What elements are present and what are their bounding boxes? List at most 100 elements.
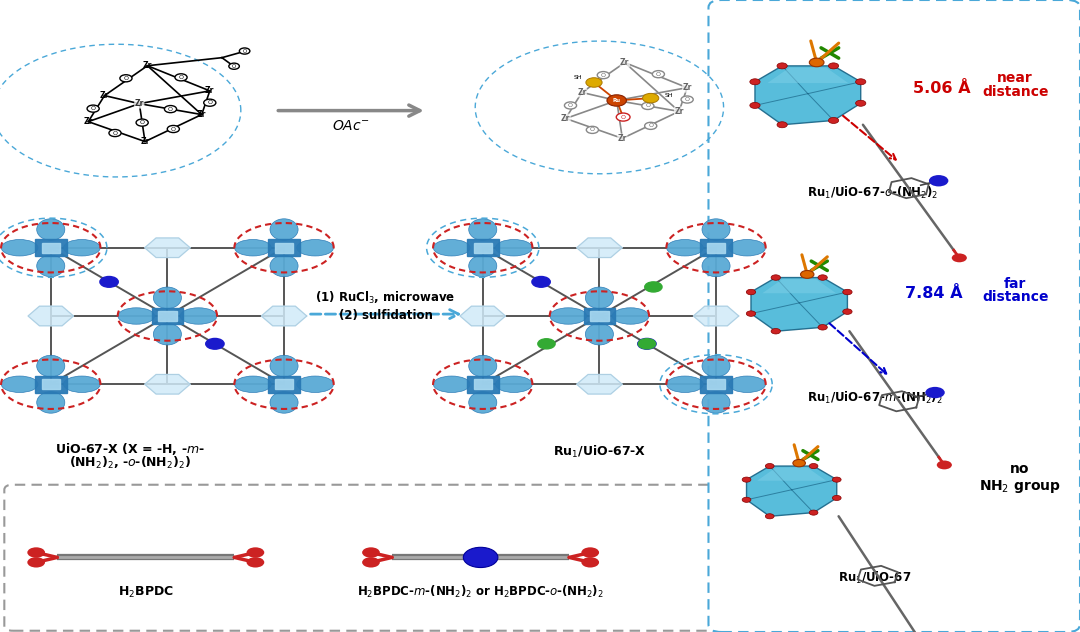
Circle shape (100, 276, 119, 287)
Text: near: near (997, 71, 1034, 85)
Polygon shape (35, 376, 67, 392)
Circle shape (828, 63, 839, 69)
Ellipse shape (64, 376, 100, 392)
Text: Zr: Zr (143, 61, 152, 70)
Polygon shape (583, 308, 616, 324)
Circle shape (617, 113, 630, 121)
Text: 7.84 Å: 7.84 Å (905, 286, 962, 301)
Circle shape (586, 126, 598, 133)
Circle shape (229, 63, 240, 70)
Text: O: O (656, 71, 661, 76)
Text: Zr: Zr (674, 107, 684, 116)
Text: O: O (123, 76, 129, 81)
Circle shape (581, 547, 599, 557)
Circle shape (828, 118, 839, 123)
Circle shape (205, 339, 225, 349)
Ellipse shape (612, 308, 649, 324)
Circle shape (240, 48, 249, 54)
Text: O: O (178, 75, 184, 80)
Polygon shape (474, 379, 491, 389)
Ellipse shape (180, 308, 217, 324)
Ellipse shape (433, 376, 470, 392)
Text: Zr: Zr (620, 58, 630, 67)
Circle shape (833, 477, 841, 482)
Polygon shape (577, 238, 622, 257)
Ellipse shape (270, 392, 298, 413)
Text: SH: SH (573, 75, 582, 80)
Text: OAc$^{-}$: OAc$^{-}$ (333, 119, 369, 133)
Circle shape (585, 78, 603, 87)
Text: Zr: Zr (99, 91, 109, 100)
Circle shape (855, 79, 866, 85)
Circle shape (463, 547, 498, 568)
Polygon shape (474, 243, 491, 253)
Circle shape (742, 497, 751, 502)
Text: distance: distance (982, 290, 1049, 304)
Ellipse shape (270, 355, 298, 377)
Text: O: O (590, 128, 595, 132)
Ellipse shape (469, 255, 497, 277)
Polygon shape (268, 376, 300, 392)
Text: (NH$_2$)$_2$, -$o$-(NH$_2$)$_2$): (NH$_2$)$_2$, -$o$-(NH$_2$)$_2$) (69, 454, 190, 471)
Circle shape (581, 557, 599, 568)
Circle shape (793, 459, 806, 467)
Ellipse shape (496, 376, 532, 392)
Ellipse shape (37, 355, 65, 377)
Polygon shape (151, 308, 184, 324)
Circle shape (936, 461, 951, 470)
Polygon shape (693, 307, 739, 325)
Ellipse shape (729, 240, 766, 256)
Polygon shape (577, 375, 622, 394)
Text: H$_2$BPDC-$m$-(NH$_2$)$_2$ or H$_2$BPDC-$o$-(NH$_2$)$_2$: H$_2$BPDC-$m$-(NH$_2$)$_2$ or H$_2$BPDC-… (357, 584, 604, 600)
Circle shape (746, 289, 756, 295)
Ellipse shape (550, 308, 586, 324)
Text: (2) sulfidation: (2) sulfidation (339, 310, 432, 322)
Circle shape (855, 100, 866, 106)
Circle shape (750, 79, 760, 85)
Ellipse shape (37, 219, 65, 240)
Ellipse shape (585, 287, 613, 308)
Polygon shape (145, 238, 190, 257)
Polygon shape (275, 243, 293, 253)
Text: Ru: Ru (612, 98, 621, 103)
Polygon shape (42, 243, 59, 253)
Text: far: far (1004, 277, 1026, 291)
Ellipse shape (702, 392, 730, 413)
Circle shape (362, 557, 380, 568)
Circle shape (642, 102, 654, 109)
Text: O: O (568, 103, 573, 108)
Circle shape (766, 514, 774, 519)
Circle shape (565, 102, 577, 109)
Polygon shape (762, 279, 836, 293)
Text: O: O (648, 123, 653, 128)
Circle shape (643, 94, 659, 103)
Text: Ru$_1$/UiO-67-$m$-(NH$_2$)$_2$: Ru$_1$/UiO-67-$m$-(NH$_2$)$_2$ (807, 390, 943, 406)
Text: UiO-67-X (X = -H, -$m$-: UiO-67-X (X = -H, -$m$- (55, 441, 204, 457)
Circle shape (538, 339, 555, 349)
Text: Zr: Zr (83, 117, 93, 126)
Circle shape (532, 276, 551, 287)
Polygon shape (707, 379, 725, 389)
Circle shape (652, 71, 664, 78)
Text: distance: distance (982, 85, 1049, 99)
Circle shape (929, 175, 948, 186)
Ellipse shape (297, 376, 334, 392)
Ellipse shape (118, 308, 154, 324)
Circle shape (87, 105, 99, 112)
Circle shape (164, 106, 176, 112)
Circle shape (818, 275, 827, 281)
Polygon shape (467, 376, 499, 392)
Circle shape (597, 71, 609, 78)
Polygon shape (755, 66, 861, 125)
Polygon shape (591, 311, 608, 321)
Ellipse shape (469, 219, 497, 240)
Text: Zr: Zr (683, 83, 692, 92)
Ellipse shape (234, 376, 271, 392)
Circle shape (27, 557, 45, 568)
Polygon shape (145, 375, 190, 394)
Circle shape (951, 253, 967, 262)
Polygon shape (28, 307, 73, 325)
Ellipse shape (496, 240, 532, 256)
Circle shape (204, 99, 216, 106)
Circle shape (681, 96, 693, 103)
